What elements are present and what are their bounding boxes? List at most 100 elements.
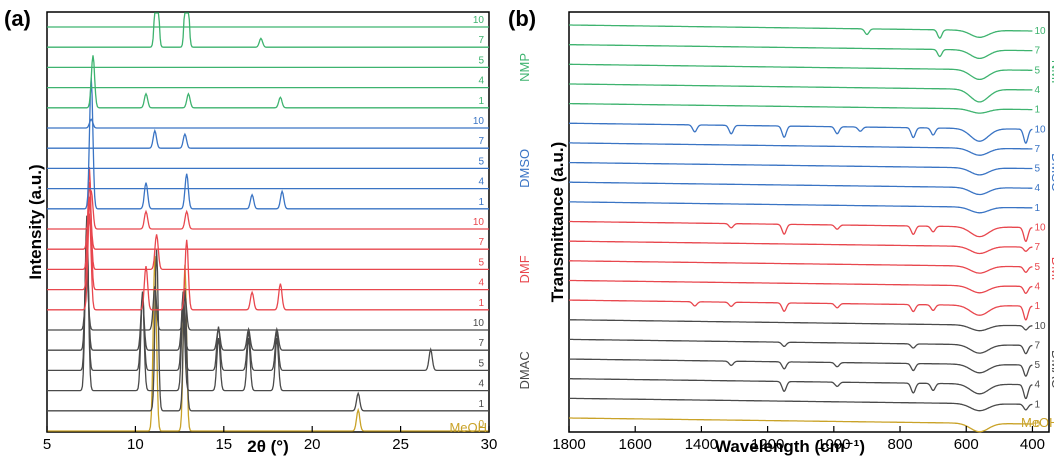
ftir-tick-label: 800: [888, 436, 913, 453]
xrd-trace-label: 10: [473, 217, 485, 228]
ftir-trace-dmf-4: [569, 279, 1033, 294]
panel-a-group-labels: MeOH DMAC DMF DMSO NMP: [449, 53, 532, 435]
ftir-trace-label: 4: [1034, 85, 1040, 96]
xrd-group-label-dmso: DMSO: [517, 149, 532, 188]
ftir-trace-label: 1: [1034, 301, 1040, 312]
ftir-tick-label: 1000: [817, 436, 850, 453]
ftir-trace-nmp-5: [569, 63, 1033, 81]
xrd-trace-label: 5: [478, 257, 484, 268]
ftir-trace-label: 7: [1034, 144, 1040, 155]
ftir-trace-dmac-4: [569, 378, 1033, 400]
xrd-trace-dmf-1: [47, 213, 489, 311]
panel-a-trace-labels: 0 1 4 5 7 10 1 4 5 7 10 1 4 5 7 10 1 4 5 7 10: [473, 15, 485, 430]
ftir-trace-nmp-10: [569, 24, 1033, 40]
ftir-trace-label: 10: [1034, 223, 1046, 234]
xrd-trace-label: 10: [473, 116, 485, 127]
panel-a-x-axis-title: 2θ (°): [247, 437, 289, 456]
ftir-tick-label: 1800: [552, 436, 585, 453]
ftir-trace-label: 4: [1034, 281, 1040, 292]
xrd-trace-label: 1: [478, 197, 484, 208]
ftir-tick-label: 600: [954, 436, 979, 453]
xrd-trace-label: 0: [478, 419, 484, 430]
xrd-trace-label: 4: [478, 278, 484, 289]
ftir-trace-label: 1: [1034, 203, 1040, 214]
xrd-trace-dmso-1: [47, 77, 489, 210]
xrd-trace-nmp-1: [47, 55, 489, 109]
xrd-trace-label: 7: [478, 136, 484, 147]
xrd-trace-label: 1: [478, 399, 484, 410]
ftir-trace-dmso-1: [569, 201, 1033, 214]
ftir-group-label-dmac: DMAC: [1049, 350, 1054, 388]
xrd-trace-label: 5: [478, 55, 484, 66]
xrd-trace-dmf-7: [47, 196, 489, 250]
ftir-trace-meoh-0: [569, 417, 1033, 433]
ftir-trace-label: 5: [1034, 262, 1040, 273]
panel-b-y-axis-title: Transmittance (a.u.): [548, 142, 567, 303]
panel-a-xrd: (a) 5 10 15 20 25 30 0 1 4 5 7 10 1 4 5 7 10 1 4 5 7 10 1 4 5 7 1…: [4, 6, 532, 456]
panel-a-y-axis-title: Intensity (a.u.): [26, 164, 45, 279]
ftir-trace-label: 1: [1034, 399, 1040, 410]
ftir-trace-dmf-1: [569, 299, 1033, 321]
ftir-tick-label: 1600: [619, 436, 652, 453]
xrd-group-label-dmac: DMAC: [517, 351, 532, 389]
xrd-trace-dmac-7: [47, 241, 489, 351]
ftir-trace-label: 7: [1034, 242, 1040, 253]
xrd-trace-label: 10: [473, 318, 485, 329]
xrd-trace-label: 5: [478, 358, 484, 369]
xrd-trace-dmf-10: [47, 190, 489, 230]
panel-a-label: (a): [4, 6, 31, 31]
ftir-tick-label: 1400: [685, 436, 718, 453]
ftir-trace-label: 0: [1034, 419, 1040, 430]
ftir-trace-nmp-7: [569, 44, 1033, 60]
ftir-trace-dmf-7: [569, 240, 1033, 255]
xrd-trace-label: 4: [478, 76, 484, 87]
ftir-trace-dmac-5: [569, 358, 1033, 377]
xrd-trace-label: 7: [478, 35, 484, 46]
panel-b-group-labels: MeOH DMAC DMF DMSO NMP: [1021, 60, 1054, 430]
ftir-trace-nmp-4: [569, 83, 1033, 103]
xrd-tick-label: 5: [43, 436, 51, 453]
ftir-trace-label: 4: [1034, 183, 1040, 194]
ftir-group-label-dmf: DMF: [1049, 257, 1054, 285]
ftir-trace-label: 10: [1034, 321, 1046, 332]
ftir-trace-label: 7: [1034, 46, 1040, 57]
ftir-trace-dmac-10: [569, 319, 1033, 332]
ftir-trace-dmso-7: [569, 142, 1033, 156]
ftir-tick-label: 1200: [751, 436, 784, 453]
xrd-trace-dmso-10: [47, 118, 489, 129]
xrd-tick-label: 20: [304, 436, 321, 453]
xrd-trace-label: 7: [478, 237, 484, 248]
xrd-trace-dmso-7: [47, 128, 489, 149]
ftir-trace-dmso-4: [569, 181, 1033, 196]
xrd-trace-dmac-5: [47, 230, 489, 372]
ftir-trace-label: 4: [1034, 380, 1040, 391]
ftir-trace-dmf-10: [569, 220, 1033, 242]
ftir-trace-nmp-1: [569, 102, 1033, 114]
panel-b-ftir: (b) 1800 1600 1400 1200 1000 800 600 400 0 1 4 5 7 1…: [508, 6, 1054, 456]
ftir-trace-dmf-5: [569, 260, 1033, 274]
xrd-tick-label: 25: [392, 436, 409, 453]
xrd-trace-label: 4: [478, 379, 484, 390]
ftir-trace-label: 1: [1034, 105, 1040, 116]
ftir-trace-label: 10: [1034, 26, 1046, 37]
xrd-trace-label: 1: [478, 96, 484, 107]
xrd-trace-label: 10: [473, 15, 485, 26]
xrd-trace-dmac-4: [47, 215, 489, 392]
xrd-trace-dmac-10: [47, 277, 489, 331]
ftir-trace-dmso-10: [569, 122, 1033, 144]
xrd-group-label-meoh: MeOH: [449, 420, 487, 435]
panel-b-traces: [569, 24, 1033, 433]
xrd-tick-label: 10: [127, 436, 144, 453]
xrd-trace-label: 1: [478, 298, 484, 309]
ftir-trace-label: 5: [1034, 360, 1040, 371]
panel-a-frame: [46, 11, 490, 433]
panel-b-trace-labels: 0 1 4 5 7 10 1 4 5 7 10 1 4 5 7 10 1 4 5 7 10: [1034, 26, 1046, 430]
panel-b-x-axis-title: Wavelength (cm⁻¹): [715, 437, 865, 456]
xrd-trace-nmp-7: [47, 12, 489, 48]
panel-a-x-ticks: 5 10 15 20 25 30: [43, 426, 497, 453]
panel-b-x-ticks: 1800 1600 1400 1200 1000 800 600 400: [552, 426, 1045, 453]
xrd-trace-dmac-1: [47, 249, 489, 412]
xrd-trace-meoh-0: [47, 255, 489, 432]
